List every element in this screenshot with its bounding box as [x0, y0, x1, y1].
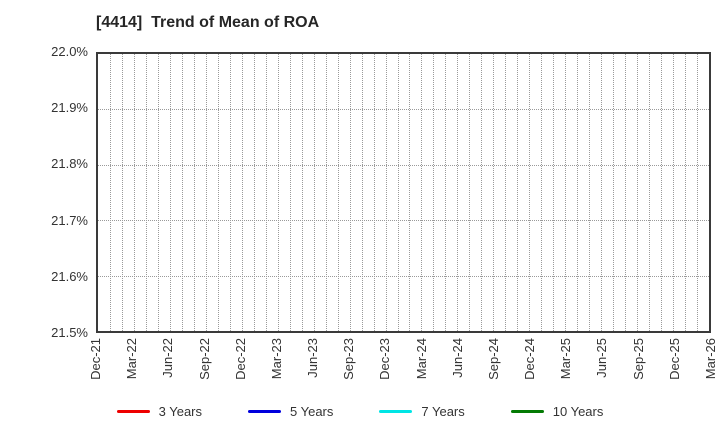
- vertical-gridline: [649, 54, 651, 331]
- vertical-gridline: [601, 54, 603, 331]
- vertical-gridline: [325, 54, 327, 331]
- x-tick-label: Dec-24: [522, 338, 538, 380]
- legend-label: 5 Years: [290, 404, 334, 419]
- vertical-gridline: [493, 54, 495, 331]
- legend-line-swatch: [510, 410, 544, 413]
- legend-label: 7 Years: [421, 404, 465, 419]
- x-tick-label: Mar-23: [268, 338, 284, 380]
- vertical-gridline: [529, 54, 531, 331]
- vertical-gridline: [157, 54, 159, 331]
- legend-line-swatch: [248, 410, 281, 413]
- vertical-gridline: [445, 54, 447, 331]
- vertical-gridline: [145, 54, 147, 331]
- x-tick-label: Mar-26: [703, 338, 718, 380]
- vertical-gridline: [121, 54, 123, 331]
- vertical-gridline: [541, 54, 543, 331]
- vertical-gridline: [469, 54, 471, 331]
- y-tick-label: 21.5%: [51, 325, 88, 340]
- vertical-gridline: [277, 54, 279, 331]
- chart-title: [4414] Trend of Mean of ROA: [96, 14, 320, 31]
- legend-label: 10 Years: [552, 404, 604, 419]
- y-tick-label: 22.0%: [51, 44, 88, 59]
- vertical-gridline: [613, 54, 615, 331]
- legend-item: 7 Years: [379, 404, 465, 419]
- vertical-gridline: [577, 54, 579, 331]
- horizontal-gridline: [98, 220, 709, 222]
- plot-area: [96, 52, 711, 333]
- vertical-gridline: [241, 54, 243, 331]
- legend-item: 3 Years: [116, 404, 202, 419]
- vertical-gridline: [181, 54, 183, 331]
- x-tick-label: Dec-22: [232, 338, 248, 380]
- vertical-gridline: [625, 54, 627, 331]
- vertical-gridline: [289, 54, 291, 331]
- x-tick-label: Dec-25: [666, 338, 682, 380]
- legend-line-swatch: [379, 410, 413, 413]
- x-tick-label: Sep-22: [196, 338, 212, 380]
- vertical-gridline: [313, 54, 315, 331]
- vertical-gridline: [349, 54, 351, 331]
- legend: 3 Years 5 Years 7 Years 10 Years: [0, 404, 720, 419]
- vertical-gridline: [337, 54, 339, 331]
- vertical-gridline: [109, 54, 111, 331]
- vertical-gridline: [697, 54, 699, 331]
- x-tick-label: Jun-25: [594, 338, 610, 378]
- vertical-gridline: [265, 54, 267, 331]
- x-tick-label: Mar-25: [558, 338, 574, 380]
- legend-line-swatch: [116, 410, 150, 413]
- vertical-gridline: [481, 54, 483, 331]
- vertical-gridline: [589, 54, 591, 331]
- vertical-gridline: [661, 54, 663, 331]
- vertical-gridline: [409, 54, 411, 331]
- y-tick-label: 21.6%: [51, 268, 88, 284]
- horizontal-gridline: [98, 164, 709, 166]
- vertical-gridline: [385, 54, 387, 331]
- y-tick-label: 21.9%: [51, 100, 88, 116]
- x-tick-label: Sep-23: [341, 338, 357, 380]
- legend-item: 5 Years: [248, 404, 333, 419]
- vertical-gridline: [505, 54, 507, 331]
- vertical-gridline: [133, 54, 135, 331]
- vertical-gridline: [301, 54, 303, 331]
- vertical-gridline: [457, 54, 459, 331]
- y-tick-label: 21.8%: [51, 156, 88, 172]
- vertical-gridline: [229, 54, 231, 331]
- vertical-gridline: [433, 54, 435, 331]
- x-tick-label: Sep-25: [630, 338, 646, 380]
- x-tick-label: Dec-23: [377, 338, 393, 380]
- x-tick-label: Jun-23: [305, 338, 321, 378]
- horizontal-gridline: [98, 275, 709, 277]
- vertical-gridline: [685, 54, 687, 331]
- vertical-gridline: [553, 54, 555, 331]
- vertical-gridline: [637, 54, 639, 331]
- vertical-gridline: [193, 54, 195, 331]
- legend-label: 3 Years: [158, 404, 202, 419]
- x-tick-label: Mar-22: [124, 338, 140, 380]
- vertical-gridline: [205, 54, 207, 331]
- vertical-gridline: [217, 54, 219, 331]
- vertical-gridline: [397, 54, 399, 331]
- vertical-gridline: [169, 54, 171, 331]
- vertical-gridline: [565, 54, 567, 331]
- vertical-gridline: [253, 54, 255, 331]
- horizontal-gridline: [98, 109, 709, 111]
- vertical-gridline: [373, 54, 375, 331]
- x-tick-label: Dec-21: [88, 338, 103, 380]
- legend-item: 10 Years: [510, 404, 604, 419]
- vertical-gridline: [673, 54, 675, 331]
- x-tick-label: Mar-24: [413, 338, 429, 380]
- vertical-gridline: [421, 54, 423, 331]
- vertical-gridline: [361, 54, 363, 331]
- vertical-gridline: [517, 54, 519, 331]
- x-tick-label: Jun-24: [449, 338, 465, 378]
- y-tick-label: 21.7%: [51, 212, 88, 228]
- x-tick-label: Sep-24: [485, 338, 501, 380]
- x-tick-label: Jun-22: [160, 338, 176, 378]
